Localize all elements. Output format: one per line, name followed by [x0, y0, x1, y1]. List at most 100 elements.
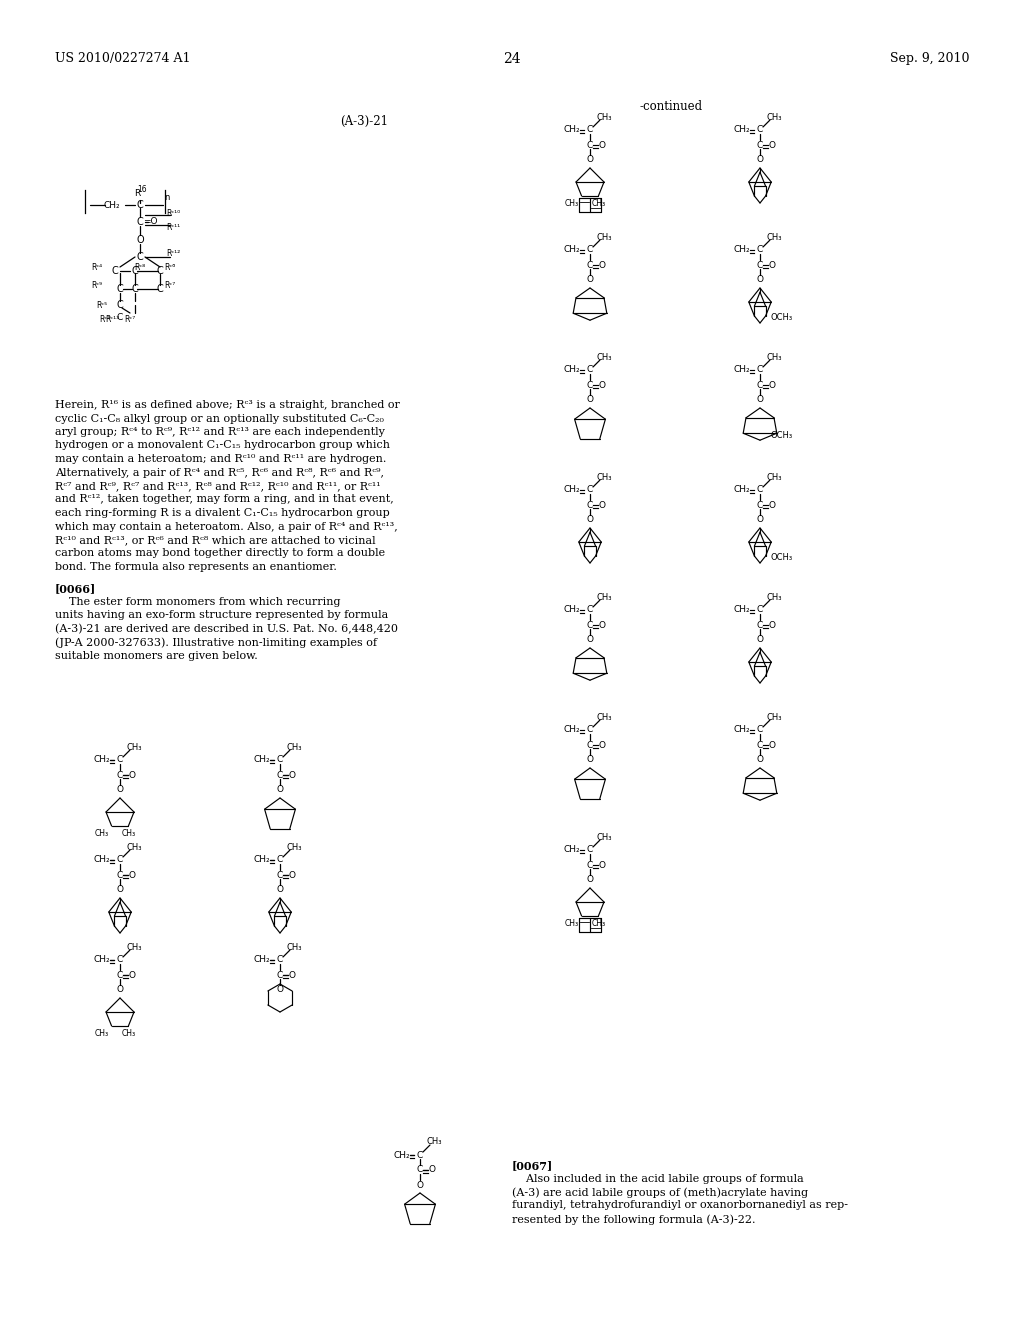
Text: O: O — [587, 635, 594, 644]
Text: suitable monomers are given below.: suitable monomers are given below. — [55, 651, 258, 661]
Text: O: O — [128, 970, 135, 979]
Text: OCH₃: OCH₃ — [771, 314, 793, 322]
Text: C: C — [117, 755, 123, 764]
Text: CH₂: CH₂ — [254, 855, 270, 865]
Text: O: O — [768, 500, 775, 510]
Text: CH₃: CH₃ — [766, 593, 781, 602]
Text: (A-3)-21: (A-3)-21 — [340, 115, 388, 128]
Text: O: O — [598, 741, 605, 750]
Text: O: O — [598, 861, 605, 870]
Text: CH₂: CH₂ — [254, 956, 270, 965]
Text: C: C — [587, 861, 593, 870]
Text: CH₃: CH₃ — [564, 199, 579, 209]
Text: bond. The formula also represents an enantiomer.: bond. The formula also represents an ena… — [55, 562, 337, 572]
Text: O: O — [598, 380, 605, 389]
Text: C: C — [157, 267, 164, 276]
Text: C: C — [587, 726, 593, 734]
Text: C: C — [587, 846, 593, 854]
Text: cyclic C₁-C₈ alkyl group or an optionally substituted C₆-C₂₀: cyclic C₁-C₈ alkyl group or an optionall… — [55, 413, 384, 424]
Text: C: C — [587, 606, 593, 615]
Text: C: C — [117, 970, 123, 979]
Text: CH₃: CH₃ — [591, 199, 605, 209]
Text: C: C — [117, 855, 123, 865]
Text: (JP-A 2000-327633). Illustrative non-limiting examples of: (JP-A 2000-327633). Illustrative non-lim… — [55, 638, 377, 648]
Text: C: C — [276, 870, 283, 879]
Text: Also included in the acid labile groups of formula: Also included in the acid labile groups … — [512, 1173, 804, 1184]
Text: C: C — [417, 1166, 423, 1175]
Text: CH₃: CH₃ — [766, 232, 781, 242]
Text: C: C — [757, 606, 763, 615]
Text: C: C — [117, 771, 123, 780]
Text: Herein, R¹⁶ is as defined above; Rᶜ³ is a straight, branched or: Herein, R¹⁶ is as defined above; Rᶜ³ is … — [55, 400, 400, 411]
Text: C: C — [276, 855, 283, 865]
Text: O: O — [128, 870, 135, 879]
Text: CH₃: CH₃ — [596, 352, 611, 362]
Text: C: C — [757, 726, 763, 734]
Text: O: O — [587, 276, 594, 285]
Text: Rᶜ¹²: Rᶜ¹² — [166, 248, 180, 257]
Text: The ester form monomers from which recurring: The ester form monomers from which recur… — [55, 597, 341, 607]
Text: O: O — [757, 755, 764, 764]
Text: US 2010/0227274 A1: US 2010/0227274 A1 — [55, 51, 190, 65]
Text: CH₃: CH₃ — [426, 1138, 441, 1147]
Text: CH₂: CH₂ — [563, 125, 581, 135]
Text: C: C — [757, 741, 763, 750]
Text: CH₂: CH₂ — [254, 755, 270, 764]
Text: C: C — [587, 260, 593, 269]
Text: CH₂: CH₂ — [563, 246, 581, 255]
Text: O: O — [768, 140, 775, 149]
Text: CH₃: CH₃ — [287, 842, 302, 851]
Text: C: C — [757, 246, 763, 255]
Text: Rᶜ⁶: Rᶜ⁶ — [165, 264, 176, 272]
Text: C: C — [157, 284, 164, 294]
Text: O: O — [289, 771, 296, 780]
Text: CH₃: CH₃ — [596, 593, 611, 602]
Text: O: O — [587, 755, 594, 764]
Text: n: n — [164, 193, 170, 202]
Text: C: C — [132, 284, 138, 294]
Text: Rᶜ³: Rᶜ³ — [99, 314, 111, 323]
Text: Rᶜ⁷: Rᶜ⁷ — [165, 281, 175, 289]
Text: O: O — [598, 500, 605, 510]
Text: C: C — [136, 252, 143, 261]
Text: Alternatively, a pair of Rᶜ⁴ and Rᶜ⁵, Rᶜ⁶ and Rᶜ⁸, Rᶜ⁶ and Rᶜ⁹,: Alternatively, a pair of Rᶜ⁴ and Rᶜ⁵, Rᶜ… — [55, 467, 384, 478]
Text: CH₂: CH₂ — [393, 1151, 411, 1159]
Text: CH₂: CH₂ — [103, 201, 120, 210]
Text: 16: 16 — [137, 185, 146, 194]
Text: O: O — [587, 396, 594, 404]
Text: C: C — [276, 755, 283, 764]
Text: O: O — [587, 516, 594, 524]
Text: C: C — [587, 125, 593, 135]
Text: CH₃: CH₃ — [121, 829, 135, 838]
Text: C: C — [276, 956, 283, 965]
Text: CH₂: CH₂ — [563, 486, 581, 495]
Text: C: C — [587, 140, 593, 149]
Text: O: O — [276, 785, 284, 795]
Text: CH₃: CH₃ — [766, 473, 781, 482]
Text: CH₃: CH₃ — [596, 713, 611, 722]
Text: CH₂: CH₂ — [563, 846, 581, 854]
Text: units having an exo-form structure represented by formula: units having an exo-form structure repre… — [55, 610, 388, 620]
Text: C: C — [117, 956, 123, 965]
Text: (A-3)-21 are derived are described in U.S. Pat. No. 6,448,420: (A-3)-21 are derived are described in U.… — [55, 624, 398, 635]
Text: and Rᶜ¹², taken together, may form a ring, and in that event,: and Rᶜ¹², taken together, may form a rin… — [55, 495, 394, 504]
Text: Rᶜ¹⁰: Rᶜ¹⁰ — [166, 209, 180, 218]
Text: (A-3) are acid labile groups of (meth)acrylate having: (A-3) are acid labile groups of (meth)ac… — [512, 1187, 808, 1197]
Text: C: C — [117, 313, 123, 322]
Text: CH₃: CH₃ — [596, 232, 611, 242]
Text: Rᶜ⁷: Rᶜ⁷ — [125, 314, 135, 323]
Text: O: O — [587, 875, 594, 884]
Text: 24: 24 — [503, 51, 521, 66]
Text: -continued: -continued — [640, 100, 703, 114]
Text: Sep. 9, 2010: Sep. 9, 2010 — [890, 51, 969, 65]
Text: CH₃: CH₃ — [126, 942, 141, 952]
Text: C: C — [757, 125, 763, 135]
Text: Rᶜ⁴: Rᶜ⁴ — [91, 264, 102, 272]
Text: C: C — [587, 741, 593, 750]
Text: [0066]: [0066] — [55, 583, 96, 594]
Text: O: O — [117, 986, 124, 994]
Text: CH₃: CH₃ — [94, 1030, 109, 1039]
Text: CH₂: CH₂ — [93, 855, 111, 865]
Text: CH₃: CH₃ — [596, 112, 611, 121]
Text: CH₂: CH₂ — [93, 956, 111, 965]
